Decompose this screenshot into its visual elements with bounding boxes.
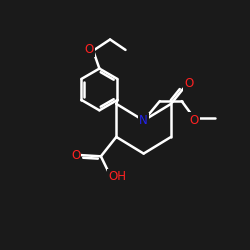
Text: O: O: [190, 114, 199, 126]
Text: OH: OH: [109, 170, 127, 183]
Text: N: N: [139, 114, 148, 127]
Text: O: O: [184, 78, 194, 90]
Text: O: O: [71, 149, 80, 162]
Text: O: O: [84, 43, 93, 56]
